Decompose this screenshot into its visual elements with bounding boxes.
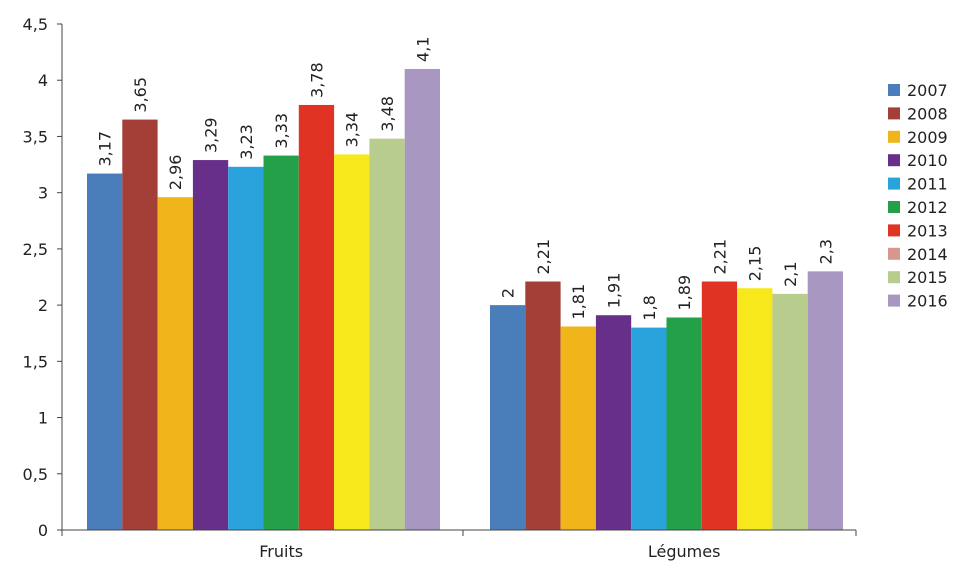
data-label: 3,65 (131, 77, 150, 113)
legend-label: 2012 (907, 198, 948, 217)
x-category-label: Fruits (259, 542, 303, 561)
data-label: 3,17 (96, 131, 115, 167)
bar (701, 281, 738, 530)
legend-label: 2007 (907, 81, 948, 100)
data-label: 3,48 (378, 96, 397, 132)
bar (369, 138, 405, 530)
legend-label: 2014 (907, 245, 948, 264)
x-category-label: Légumes (648, 542, 721, 561)
y-axis: 0 0,5 1 1,5 2 2,5 3 3,5 4 4,5 (23, 15, 63, 540)
data-label: 3,33 (272, 113, 291, 149)
bar (122, 119, 158, 531)
y-tick-label: 2,5 (23, 240, 48, 259)
data-label: 2 (499, 288, 518, 298)
legend-swatch (888, 84, 900, 96)
bars (87, 68, 843, 531)
data-label: 3,29 (202, 117, 221, 153)
data-label: 3,34 (343, 112, 362, 148)
y-tick-label: 4 (38, 71, 48, 90)
y-tick-label: 4,5 (23, 15, 48, 34)
y-tick-label: 1,5 (23, 352, 48, 371)
data-label: 2,21 (534, 239, 553, 275)
legend-swatch (888, 154, 900, 167)
bar (631, 327, 667, 530)
bar (298, 104, 335, 531)
data-label: 2,96 (166, 155, 185, 191)
bar (228, 166, 264, 530)
data-label: 2,15 (746, 246, 765, 282)
bar (560, 326, 596, 530)
legend-swatch (888, 201, 900, 213)
legend-label: 2008 (907, 104, 948, 123)
y-tick-label: 3,5 (23, 127, 48, 146)
y-tick-label: 0 (38, 521, 48, 540)
legend-swatch (888, 224, 900, 237)
data-label: 1,81 (569, 284, 588, 320)
data-label: 2,1 (781, 261, 800, 286)
legend-swatch (888, 177, 900, 190)
bar (334, 154, 370, 531)
legend-label: 2010 (907, 151, 948, 170)
legend-swatch (888, 107, 900, 120)
data-labels: 3,17 3,65 2,96 3,29 3,23 3,33 3,78 3,34 3,48 4,1 2… (96, 37, 836, 321)
legend: 2007 2008 2009 2010 2011 2012 2013 2014 2015 2016 (888, 81, 948, 311)
legend-label: 2015 (907, 268, 948, 287)
bar (772, 293, 808, 530)
legend-label: 2016 (907, 292, 948, 311)
data-label: 2,21 (710, 239, 729, 275)
bar (595, 315, 632, 530)
bar (192, 160, 229, 530)
data-label: 1,91 (605, 273, 624, 309)
bar (666, 317, 702, 530)
bar (737, 288, 773, 530)
bar (404, 68, 440, 530)
legend-label: 2013 (907, 221, 948, 240)
y-tick-label: 0,5 (23, 465, 48, 484)
bar (490, 305, 526, 530)
data-label: 2,3 (816, 239, 835, 264)
x-axis: Fruits Légumes (61, 529, 857, 561)
y-tick-label: 2 (38, 296, 48, 315)
bar (807, 271, 843, 530)
y-tick-label: 3 (38, 184, 48, 203)
data-label: 3,78 (307, 62, 326, 98)
data-label: 1,89 (675, 275, 694, 311)
data-label: 3,23 (237, 124, 256, 160)
bar (157, 197, 193, 531)
bar (263, 155, 299, 530)
y-tick-label: 1 (38, 409, 48, 428)
data-label: 4,1 (413, 37, 432, 62)
legend-label: 2011 (907, 175, 948, 194)
legend-swatch (888, 247, 900, 260)
legend-swatch (888, 294, 900, 307)
legend-swatch (888, 271, 900, 284)
data-label: 1,8 (640, 295, 659, 320)
legend-swatch (888, 130, 900, 143)
bar (87, 173, 123, 530)
bar (525, 281, 561, 530)
legend-label: 2009 (907, 128, 948, 147)
